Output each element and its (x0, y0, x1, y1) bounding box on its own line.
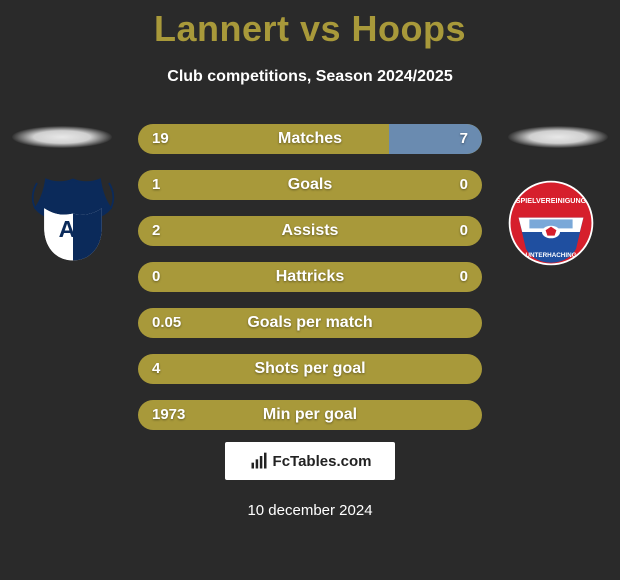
stat-bar-value-right: 7 (460, 124, 468, 154)
chart-icon (249, 451, 269, 471)
stat-bar-label: Min per goal (138, 400, 482, 430)
stat-bar-label: Assists (138, 216, 482, 246)
branding-text: FcTables.com (273, 453, 372, 470)
stat-bar: Matches19 7 (138, 124, 482, 154)
stat-bar-value-left: 4 (152, 354, 160, 384)
svg-text:UNTERHACHING: UNTERHACHING (525, 252, 576, 259)
player-silhouette-right (508, 126, 608, 148)
stat-bar: Assists2 0 (138, 216, 482, 246)
stat-bar-value-right: 0 (460, 170, 468, 200)
unterhaching-crest-icon: SPIELVEREINIGUNG UNTERHACHING (506, 178, 596, 268)
bielefeld-crest-icon: A (28, 174, 118, 264)
stat-bar-label: Goals per match (138, 308, 482, 338)
stat-bar-value-left: 0 (152, 262, 160, 292)
svg-text:SPIELVEREINIGUNG: SPIELVEREINIGUNG (516, 196, 587, 205)
stat-bar-label: Shots per goal (138, 354, 482, 384)
club-badge-left: A (28, 174, 118, 264)
stat-bar: Shots per goal4 (138, 354, 482, 384)
svg-text:A: A (59, 216, 76, 242)
stat-bar-label: Matches (138, 124, 482, 154)
page-title: Lannert vs Hoops (0, 0, 620, 50)
stat-bar-label: Hattricks (138, 262, 482, 292)
stat-bar-value-left: 0.05 (152, 308, 181, 338)
stat-bar: Hattricks0 0 (138, 262, 482, 292)
stat-bar-value-left: 1 (152, 170, 160, 200)
club-badge-right: SPIELVEREINIGUNG UNTERHACHING (506, 178, 596, 268)
stat-bar-value-right: 0 (460, 262, 468, 292)
stat-bar-label: Goals (138, 170, 482, 200)
stat-bar-value-left: 2 (152, 216, 160, 246)
stat-bar-value-left: 19 (152, 124, 169, 154)
player-silhouette-left (12, 126, 112, 148)
stats-bars: Matches197Goals10Assists20Hattricks00Goa… (138, 124, 482, 446)
stat-bar: Goals1 0 (138, 170, 482, 200)
stat-bar: Goals per match0.05 (138, 308, 482, 338)
stat-bar-value-left: 1973 (152, 400, 185, 430)
subtitle: Club competitions, Season 2024/2025 (0, 68, 620, 86)
date-text: 10 december 2024 (0, 502, 620, 519)
branding-badge: FcTables.com (225, 442, 395, 480)
stat-bar: Min per goal1973 (138, 400, 482, 430)
stat-bar-value-right: 0 (460, 216, 468, 246)
